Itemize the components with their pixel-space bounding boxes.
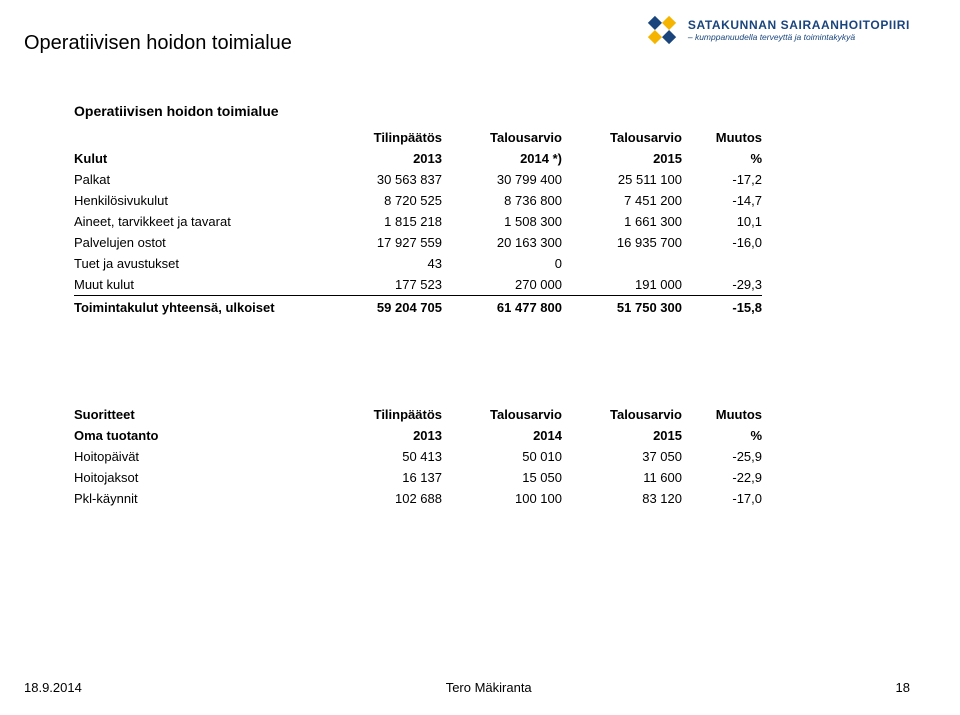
cell: 10,1 xyxy=(682,211,762,232)
row-label: Toimintakulut yhteensä, ulkoiset xyxy=(74,296,322,319)
row-label: Kulut xyxy=(74,148,322,169)
cell: 51 750 300 xyxy=(562,296,682,319)
cell: 1 815 218 xyxy=(322,211,442,232)
col-head: Talousarvio xyxy=(442,404,562,425)
cell: -29,3 xyxy=(682,274,762,296)
col-head: % xyxy=(682,148,762,169)
cell: 20 163 300 xyxy=(442,232,562,253)
row-label: Hoitojaksot xyxy=(74,467,322,488)
col-head: 2013 xyxy=(322,148,442,169)
cell: 191 000 xyxy=(562,274,682,296)
cell: -25,9 xyxy=(682,446,762,467)
suoritteet-header-2: Oma tuotanto 2013 2014 2015 % xyxy=(74,425,762,446)
kulut-sum-row: Toimintakulut yhteensä, ulkoiset 59 204 … xyxy=(74,296,762,319)
cell: 37 050 xyxy=(562,446,682,467)
cell: 7 451 200 xyxy=(562,190,682,211)
cell: 270 000 xyxy=(442,274,562,296)
page-footer: 18.9.2014 Tero Mäkiranta 18 xyxy=(24,680,910,695)
brand-logo: SATAKUNNAN SAIRAANHOITOPIIRI – kumppanuu… xyxy=(644,12,910,48)
col-head: 2014 *) xyxy=(442,148,562,169)
row-label: Muut kulut xyxy=(74,274,322,296)
row-label: Oma tuotanto xyxy=(74,425,322,446)
cell: 0 xyxy=(442,253,562,274)
row-label: Henkilösivukulut xyxy=(74,190,322,211)
cell: 43 xyxy=(322,253,442,274)
table-row: Palkat30 563 83730 799 40025 511 100-17,… xyxy=(74,169,762,190)
brand-text: SATAKUNNAN SAIRAANHOITOPIIRI – kumppanuu… xyxy=(688,19,910,42)
kulut-header-2: Kulut 2013 2014 *) 2015 % xyxy=(74,148,762,169)
table-row: Hoitojaksot16 13715 05011 600-22,9 xyxy=(74,467,762,488)
col-head: 2015 xyxy=(562,425,682,446)
col-head: Muutos xyxy=(682,127,762,148)
col-head: % xyxy=(682,425,762,446)
suoritteet-table: Suoritteet Tilinpäätös Talousarvio Talou… xyxy=(74,404,762,509)
row-label: Pkl-käynnit xyxy=(74,488,322,509)
cell: 8 736 800 xyxy=(442,190,562,211)
col-head: Muutos xyxy=(682,404,762,425)
table-row: Hoitopäivät50 41350 01037 050-25,9 xyxy=(74,446,762,467)
row-label: Suoritteet xyxy=(74,404,322,425)
cell xyxy=(562,253,682,274)
cell: -17,2 xyxy=(682,169,762,190)
table-row: Aineet, tarvikkeet ja tavarat1 815 2181 … xyxy=(74,211,762,232)
col-head: Talousarvio xyxy=(562,404,682,425)
cell xyxy=(682,253,762,274)
row-label: Tuet ja avustukset xyxy=(74,253,322,274)
table-row: Pkl-käynnit102 688100 10083 120-17,0 xyxy=(74,488,762,509)
cell: 102 688 xyxy=(322,488,442,509)
table-row: Tuet ja avustukset430 xyxy=(74,253,762,274)
table-row: Muut kulut177 523270 000191 000-29,3 xyxy=(74,274,762,296)
suoritteet-header-1: Suoritteet Tilinpäätös Talousarvio Talou… xyxy=(74,404,762,425)
cell: 59 204 705 xyxy=(322,296,442,319)
cell: 177 523 xyxy=(322,274,442,296)
cell: 1 661 300 xyxy=(562,211,682,232)
cell: 1 508 300 xyxy=(442,211,562,232)
cell: 100 100 xyxy=(442,488,562,509)
logo-mark-icon xyxy=(644,12,680,48)
table-row: Palvelujen ostot17 927 55920 163 30016 9… xyxy=(74,232,762,253)
cell: 17 927 559 xyxy=(322,232,442,253)
cell: 16 935 700 xyxy=(562,232,682,253)
cell: 30 563 837 xyxy=(322,169,442,190)
cell: 50 010 xyxy=(442,446,562,467)
row-label: Palkat xyxy=(74,169,322,190)
cell: 25 511 100 xyxy=(562,169,682,190)
cell: -16,0 xyxy=(682,232,762,253)
page-container: SATAKUNNAN SAIRAANHOITOPIIRI – kumppanuu… xyxy=(0,0,960,715)
col-head: Tilinpäätös xyxy=(322,404,442,425)
row-label: Hoitopäivät xyxy=(74,446,322,467)
brand-tagline: – kumppanuudella terveyttä ja toimintaky… xyxy=(688,33,910,42)
row-label: Palvelujen ostot xyxy=(74,232,322,253)
footer-date: 18.9.2014 xyxy=(24,680,82,695)
footer-author: Tero Mäkiranta xyxy=(446,680,532,695)
kulut-title: Operatiivisen hoidon toimialue xyxy=(74,103,910,119)
cell: -14,7 xyxy=(682,190,762,211)
cell: 15 050 xyxy=(442,467,562,488)
cell: -17,0 xyxy=(682,488,762,509)
cell: -22,9 xyxy=(682,467,762,488)
col-head: 2014 xyxy=(442,425,562,446)
cell: 16 137 xyxy=(322,467,442,488)
cell: 8 720 525 xyxy=(322,190,442,211)
kulut-table: Tilinpäätös Talousarvio Talousarvio Muut… xyxy=(74,127,762,318)
cell: 50 413 xyxy=(322,446,442,467)
table-row: Henkilösivukulut8 720 5258 736 8007 451 … xyxy=(74,190,762,211)
cell: 61 477 800 xyxy=(442,296,562,319)
row-label: Aineet, tarvikkeet ja tavarat xyxy=(74,211,322,232)
col-head: Talousarvio xyxy=(562,127,682,148)
cell: 83 120 xyxy=(562,488,682,509)
col-head: Tilinpäätös xyxy=(322,127,442,148)
col-head: 2015 xyxy=(562,148,682,169)
cell: 30 799 400 xyxy=(442,169,562,190)
kulut-header-1: Tilinpäätös Talousarvio Talousarvio Muut… xyxy=(74,127,762,148)
col-head: Talousarvio xyxy=(442,127,562,148)
footer-page: 18 xyxy=(896,680,910,695)
col-head: 2013 xyxy=(322,425,442,446)
brand-name: SATAKUNNAN SAIRAANHOITOPIIRI xyxy=(688,19,910,31)
cell: -15,8 xyxy=(682,296,762,319)
cell: 11 600 xyxy=(562,467,682,488)
